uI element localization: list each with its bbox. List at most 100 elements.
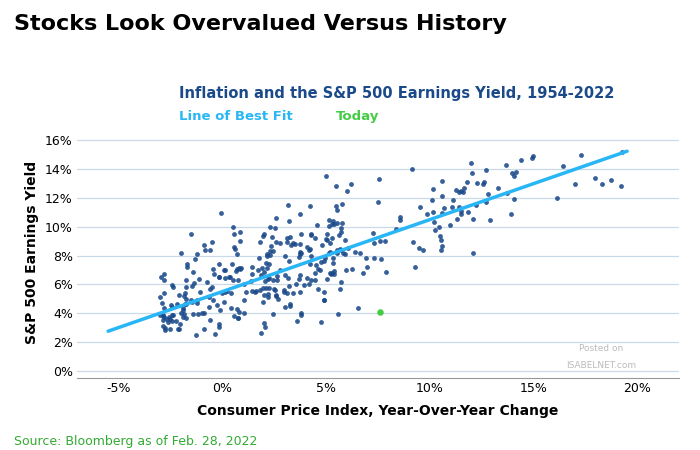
Point	[253, 254, 264, 261]
Point	[406, 166, 417, 173]
Point	[374, 308, 386, 315]
Point	[232, 305, 243, 312]
Point	[329, 267, 340, 274]
Point	[470, 202, 482, 209]
Point	[340, 236, 351, 243]
Point	[218, 298, 230, 305]
Point	[239, 309, 250, 316]
Point	[233, 265, 244, 272]
Point	[407, 238, 418, 245]
Point	[213, 320, 224, 327]
Point	[457, 189, 468, 196]
Point	[326, 270, 337, 277]
Point	[372, 199, 383, 206]
Point	[279, 287, 290, 294]
Point	[270, 287, 281, 294]
Point	[302, 275, 313, 282]
Point	[429, 227, 440, 234]
Point	[310, 261, 321, 269]
Point	[182, 264, 193, 271]
Point	[346, 265, 358, 272]
Point	[507, 169, 518, 176]
Point	[328, 270, 339, 277]
Point	[260, 284, 272, 292]
Point	[271, 238, 282, 245]
Point	[394, 213, 405, 220]
Point	[305, 276, 316, 283]
Point	[437, 192, 448, 199]
Point	[435, 236, 447, 243]
Point	[456, 211, 467, 218]
Point	[436, 243, 447, 250]
Point	[167, 318, 178, 325]
Point	[433, 223, 444, 230]
Point	[259, 324, 270, 331]
Point	[349, 249, 360, 256]
Point	[467, 249, 478, 256]
Point	[335, 279, 346, 286]
Point	[162, 315, 173, 322]
Point	[164, 325, 176, 333]
Point	[191, 250, 202, 257]
Point	[219, 288, 230, 296]
Point	[323, 222, 335, 229]
Point	[304, 246, 315, 253]
Point	[187, 282, 198, 289]
Point	[508, 196, 519, 203]
Point	[271, 277, 282, 284]
Point	[289, 240, 300, 248]
Point	[274, 266, 285, 274]
Point	[318, 289, 330, 296]
Point	[158, 322, 169, 329]
Point	[616, 182, 627, 189]
Point	[328, 220, 339, 228]
Point	[227, 223, 238, 230]
Point	[321, 275, 332, 282]
Point	[295, 309, 307, 316]
Point	[295, 250, 306, 257]
Point	[221, 288, 232, 295]
Point	[328, 259, 339, 266]
Point	[454, 188, 465, 195]
Point	[280, 253, 291, 260]
Point	[191, 297, 202, 304]
Point	[294, 240, 305, 248]
Point	[368, 239, 379, 247]
Point	[390, 225, 401, 232]
Point	[295, 272, 306, 279]
Point	[167, 283, 178, 290]
Point	[456, 207, 467, 214]
Point	[450, 187, 461, 194]
Point	[269, 285, 280, 292]
Point	[240, 288, 251, 296]
Point	[206, 238, 218, 245]
Point	[262, 275, 274, 282]
Point	[262, 252, 273, 259]
Point	[163, 318, 174, 325]
Point	[229, 243, 240, 251]
Point	[343, 244, 354, 251]
Point	[316, 259, 327, 266]
Point	[225, 274, 236, 281]
Point	[174, 320, 186, 327]
Point	[199, 310, 210, 317]
Point	[167, 311, 178, 319]
Point	[263, 284, 274, 291]
Point	[426, 197, 438, 204]
Point	[299, 281, 310, 288]
Point	[174, 292, 185, 299]
Point	[239, 280, 250, 287]
Point	[309, 234, 320, 241]
Point	[272, 295, 284, 302]
Point	[208, 265, 219, 272]
Point	[176, 310, 187, 317]
Point	[285, 241, 296, 248]
Point	[335, 246, 346, 253]
Point	[255, 272, 266, 279]
Point	[451, 216, 462, 223]
Point	[267, 310, 279, 317]
Point	[295, 211, 306, 218]
Point	[318, 296, 330, 303]
Point	[181, 300, 192, 307]
Point	[180, 276, 191, 283]
